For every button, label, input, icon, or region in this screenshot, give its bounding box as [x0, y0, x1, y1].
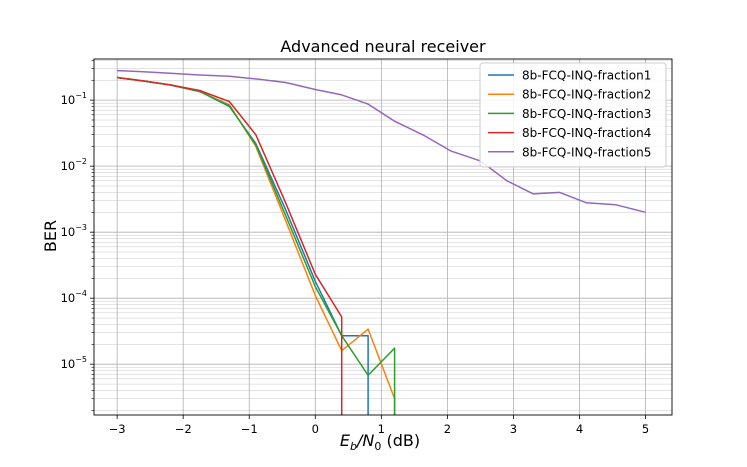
y-tick-exponent: −4 [75, 289, 87, 298]
y-axis-label: BER [41, 220, 60, 252]
x-label-e: E [340, 431, 351, 450]
y-tick-label: 10−5 [61, 355, 87, 371]
x-tick-label: 3 [510, 422, 517, 436]
x-label-n: /N [355, 431, 374, 450]
plot-frame [93, 58, 673, 416]
y-tick-base: 10 [61, 93, 76, 107]
y-tick-base: 10 [61, 291, 76, 305]
x-label-unit: (dB) [381, 431, 420, 450]
y-tick-exponent: −1 [75, 91, 87, 100]
legend-label-fraction1: 8b-FCQ-INQ-fraction1 [522, 69, 651, 83]
x-tick-label: 5 [642, 422, 649, 436]
x-tick-label: 2 [444, 422, 451, 436]
series-lines [117, 69, 646, 415]
y-tick-label: 10−4 [61, 289, 87, 305]
chart-title: Advanced neural receiver [280, 37, 486, 56]
legend-label-fraction4: 8b-FCQ-INQ-fraction4 [522, 126, 651, 140]
y-tick-label: 10−2 [61, 157, 87, 173]
legend-label-fraction5: 8b-FCQ-INQ-fraction5 [522, 145, 651, 159]
legend-label-fraction3: 8b-FCQ-INQ-fraction3 [522, 107, 651, 121]
y-tick-exponent: −5 [75, 355, 87, 364]
legend-label-fraction2: 8b-FCQ-INQ-fraction2 [522, 88, 651, 102]
x-tick-label: −2 [175, 422, 192, 436]
x-axis-label: Eb/N0 (dB) [340, 431, 420, 453]
y-tick-base: 10 [61, 357, 76, 371]
y-tick-label: 10−1 [61, 91, 87, 107]
x-label-sub-b: b [350, 440, 357, 453]
y-tick-base: 10 [61, 225, 76, 239]
x-label-sub-0: 0 [374, 440, 381, 453]
legend: 8b-FCQ-INQ-fraction1 8b-FCQ-INQ-fraction2… [479, 62, 667, 168]
y-tick-label: 10−3 [61, 223, 87, 239]
x-axis: −3 −2 −1 0 1 2 3 4 5 [109, 415, 649, 436]
x-tick-label: −3 [109, 422, 126, 436]
series-line-fraction4 [117, 76, 343, 415]
y-tick-base: 10 [61, 159, 76, 173]
y-tick-exponent: −3 [75, 223, 87, 232]
x-tick-label: 0 [312, 422, 319, 436]
x-tick-label: −1 [241, 422, 258, 436]
x-tick-label: 1 [378, 422, 385, 436]
y-axis: 10−110−210−310−410−5 [61, 60, 94, 411]
y-tick-exponent: −2 [75, 157, 87, 166]
legend-box [479, 62, 667, 168]
x-tick-label: 4 [576, 422, 583, 436]
series-line-fraction5 [117, 69, 646, 214]
